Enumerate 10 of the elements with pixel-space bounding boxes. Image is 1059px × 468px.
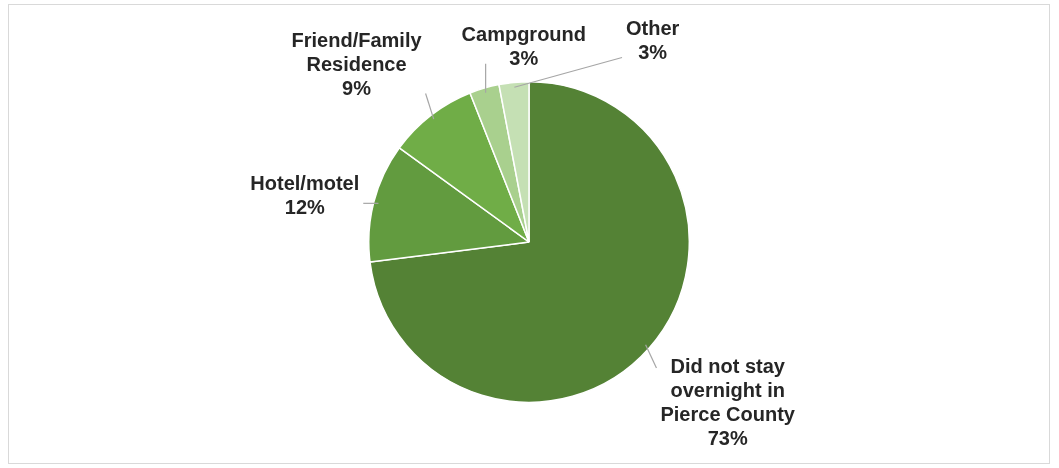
data-label: 9% <box>342 77 372 100</box>
slice-label: Friend/Family Residence <box>291 29 423 76</box>
data-label: 73% <box>707 427 748 450</box>
data-label: 3% <box>638 41 668 64</box>
slice-label: Did not stay overnight in Pierce County <box>660 355 796 426</box>
data-label: 12% <box>284 195 326 218</box>
slice-label: Campground <box>461 23 587 46</box>
slice-label: Other <box>626 17 680 40</box>
slice-label: Hotel/motel <box>250 171 360 194</box>
data-label: 3% <box>509 47 539 70</box>
